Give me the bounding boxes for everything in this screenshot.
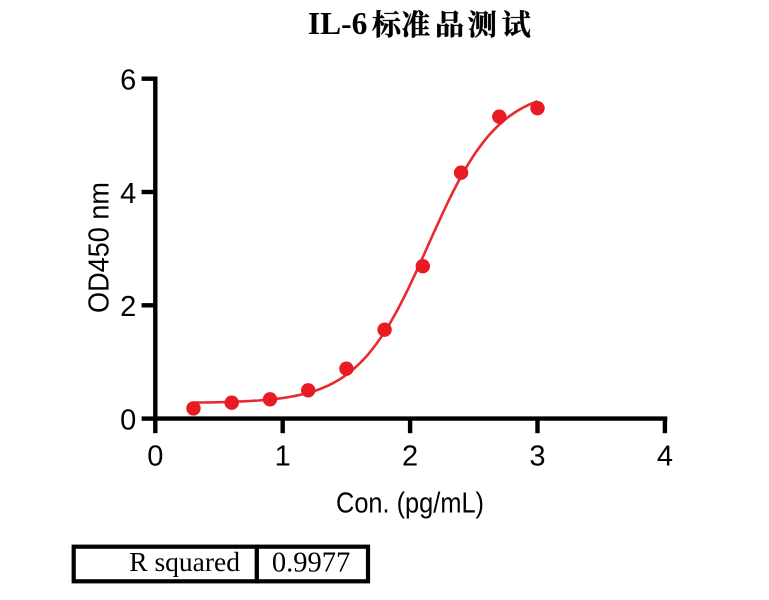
svg-text:4: 4 xyxy=(120,178,136,210)
svg-text:2: 2 xyxy=(402,441,418,473)
svg-text:2: 2 xyxy=(120,291,136,323)
svg-text:R squared: R squared xyxy=(129,546,240,577)
svg-text:4: 4 xyxy=(657,441,673,473)
svg-text:Con. (pg/mL): Con. (pg/mL) xyxy=(336,487,484,519)
svg-text:IL-6: IL-6 xyxy=(308,6,368,41)
svg-text:3: 3 xyxy=(529,441,545,473)
svg-text:OD450 nm: OD450 nm xyxy=(84,182,116,313)
svg-text:0.9977: 0.9977 xyxy=(272,548,350,579)
svg-text:0: 0 xyxy=(120,405,136,437)
svg-text:0: 0 xyxy=(147,441,163,473)
svg-text:1: 1 xyxy=(275,441,291,473)
svg-text:6: 6 xyxy=(120,65,136,97)
